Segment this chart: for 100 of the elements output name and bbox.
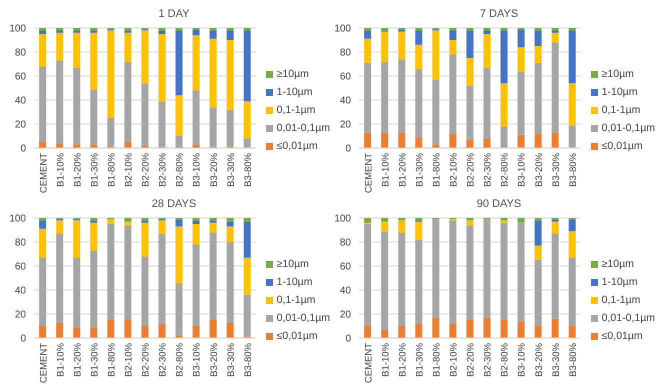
bar [398,132,406,148]
y-tick-label: 80 [14,238,26,249]
bar [56,30,64,33]
y-tick-label: 20 [14,310,26,321]
bar [500,30,508,84]
x-tick-label: B1-10% [380,342,392,377]
chart-title: 7 DAYS [478,8,520,22]
bar [176,95,183,136]
bar [244,294,251,337]
bar [124,320,132,338]
bar [73,30,80,33]
bar [73,220,80,258]
x-tick-label: B2-30% [158,342,169,377]
legend-label: 1-10µm [276,86,312,98]
bar [483,68,490,138]
bar [176,136,183,147]
x-tick-label: B1-30% [89,342,100,377]
x-tick-label: B3-30% [226,152,237,187]
x-tick-label: B3-30% [550,152,562,187]
bar [483,219,490,318]
bar [381,222,388,232]
bar [364,38,372,63]
bar [210,107,217,147]
bar [449,134,456,148]
bar [244,258,251,295]
x-tick-label: B2-80% [174,342,186,377]
bar [415,222,422,240]
legend-label: 0,01-0,1µm [602,122,655,134]
y-tick-label: 60 [340,72,352,83]
bar [518,29,525,48]
bar [226,222,234,226]
bar [483,30,490,34]
bar [73,258,80,328]
bar [39,258,46,326]
bar [518,71,525,135]
x-tick-label: B1-30% [414,342,426,377]
bar [210,222,217,232]
bar [534,246,542,260]
bar [158,30,166,34]
bar [500,126,508,148]
bar [398,220,406,232]
bar [244,30,251,102]
legend-label: ≤0,01µm [602,330,643,342]
bar [158,34,166,102]
bar [73,68,80,144]
bar [398,32,406,60]
bar [226,226,234,242]
bar [90,327,98,338]
bar [124,142,132,148]
bar [364,224,372,326]
bar [107,30,114,118]
bar [466,220,474,226]
bar [534,62,542,134]
bar [39,326,46,338]
bar [466,86,474,140]
legend-label: ≤0,01µm [276,330,318,342]
bar [500,222,508,320]
bar [568,219,576,232]
bar [364,132,372,148]
bar [244,218,251,222]
x-tick-label: B1-10% [380,152,392,187]
y-tick-label: 80 [340,48,352,59]
bar [415,44,422,69]
bar [500,83,508,126]
x-tick-label: B1-30% [89,152,100,187]
bar [518,218,525,223]
x-tick-label: B3-10% [516,152,528,187]
legend-label: ≤0,01µm [602,140,643,152]
bar [534,46,542,63]
bar [56,234,64,322]
chart-title: 90 DAYS [476,198,522,212]
bar [364,326,372,338]
x-tick-label: B2-10% [448,342,460,377]
bar [124,222,132,226]
legend-label: ≥10µm [602,258,634,270]
bar [226,110,234,147]
x-tick-label: B3-20% [534,152,545,187]
bar [210,220,217,223]
x-tick-label: B3-20% [208,152,220,187]
y-tick-label: 80 [14,48,26,59]
y-tick-label: 20 [340,310,352,321]
x-tick-label: B2-80% [500,152,511,187]
y-tick-label: 100 [334,24,352,35]
bar [39,66,46,142]
bar [124,30,132,33]
x-tick-label: B1-20% [397,342,408,377]
legend-label: 1-10µm [602,86,638,98]
legend-label: 0,1-1µm [602,104,640,116]
bar [226,322,234,338]
bar [415,68,422,138]
bar [192,326,200,338]
x-tick-label: CEMENT [363,152,374,194]
y-tick-label: 0 [345,144,352,155]
legend-label: ≥10µm [276,258,309,270]
legend-label: ≥10µm [602,68,634,80]
x-tick-label: B1-80% [431,152,442,187]
bar [364,62,372,132]
x-tick-label: CEMENT [38,342,50,384]
y-tick-label: 40 [340,96,352,107]
bar [90,30,98,33]
